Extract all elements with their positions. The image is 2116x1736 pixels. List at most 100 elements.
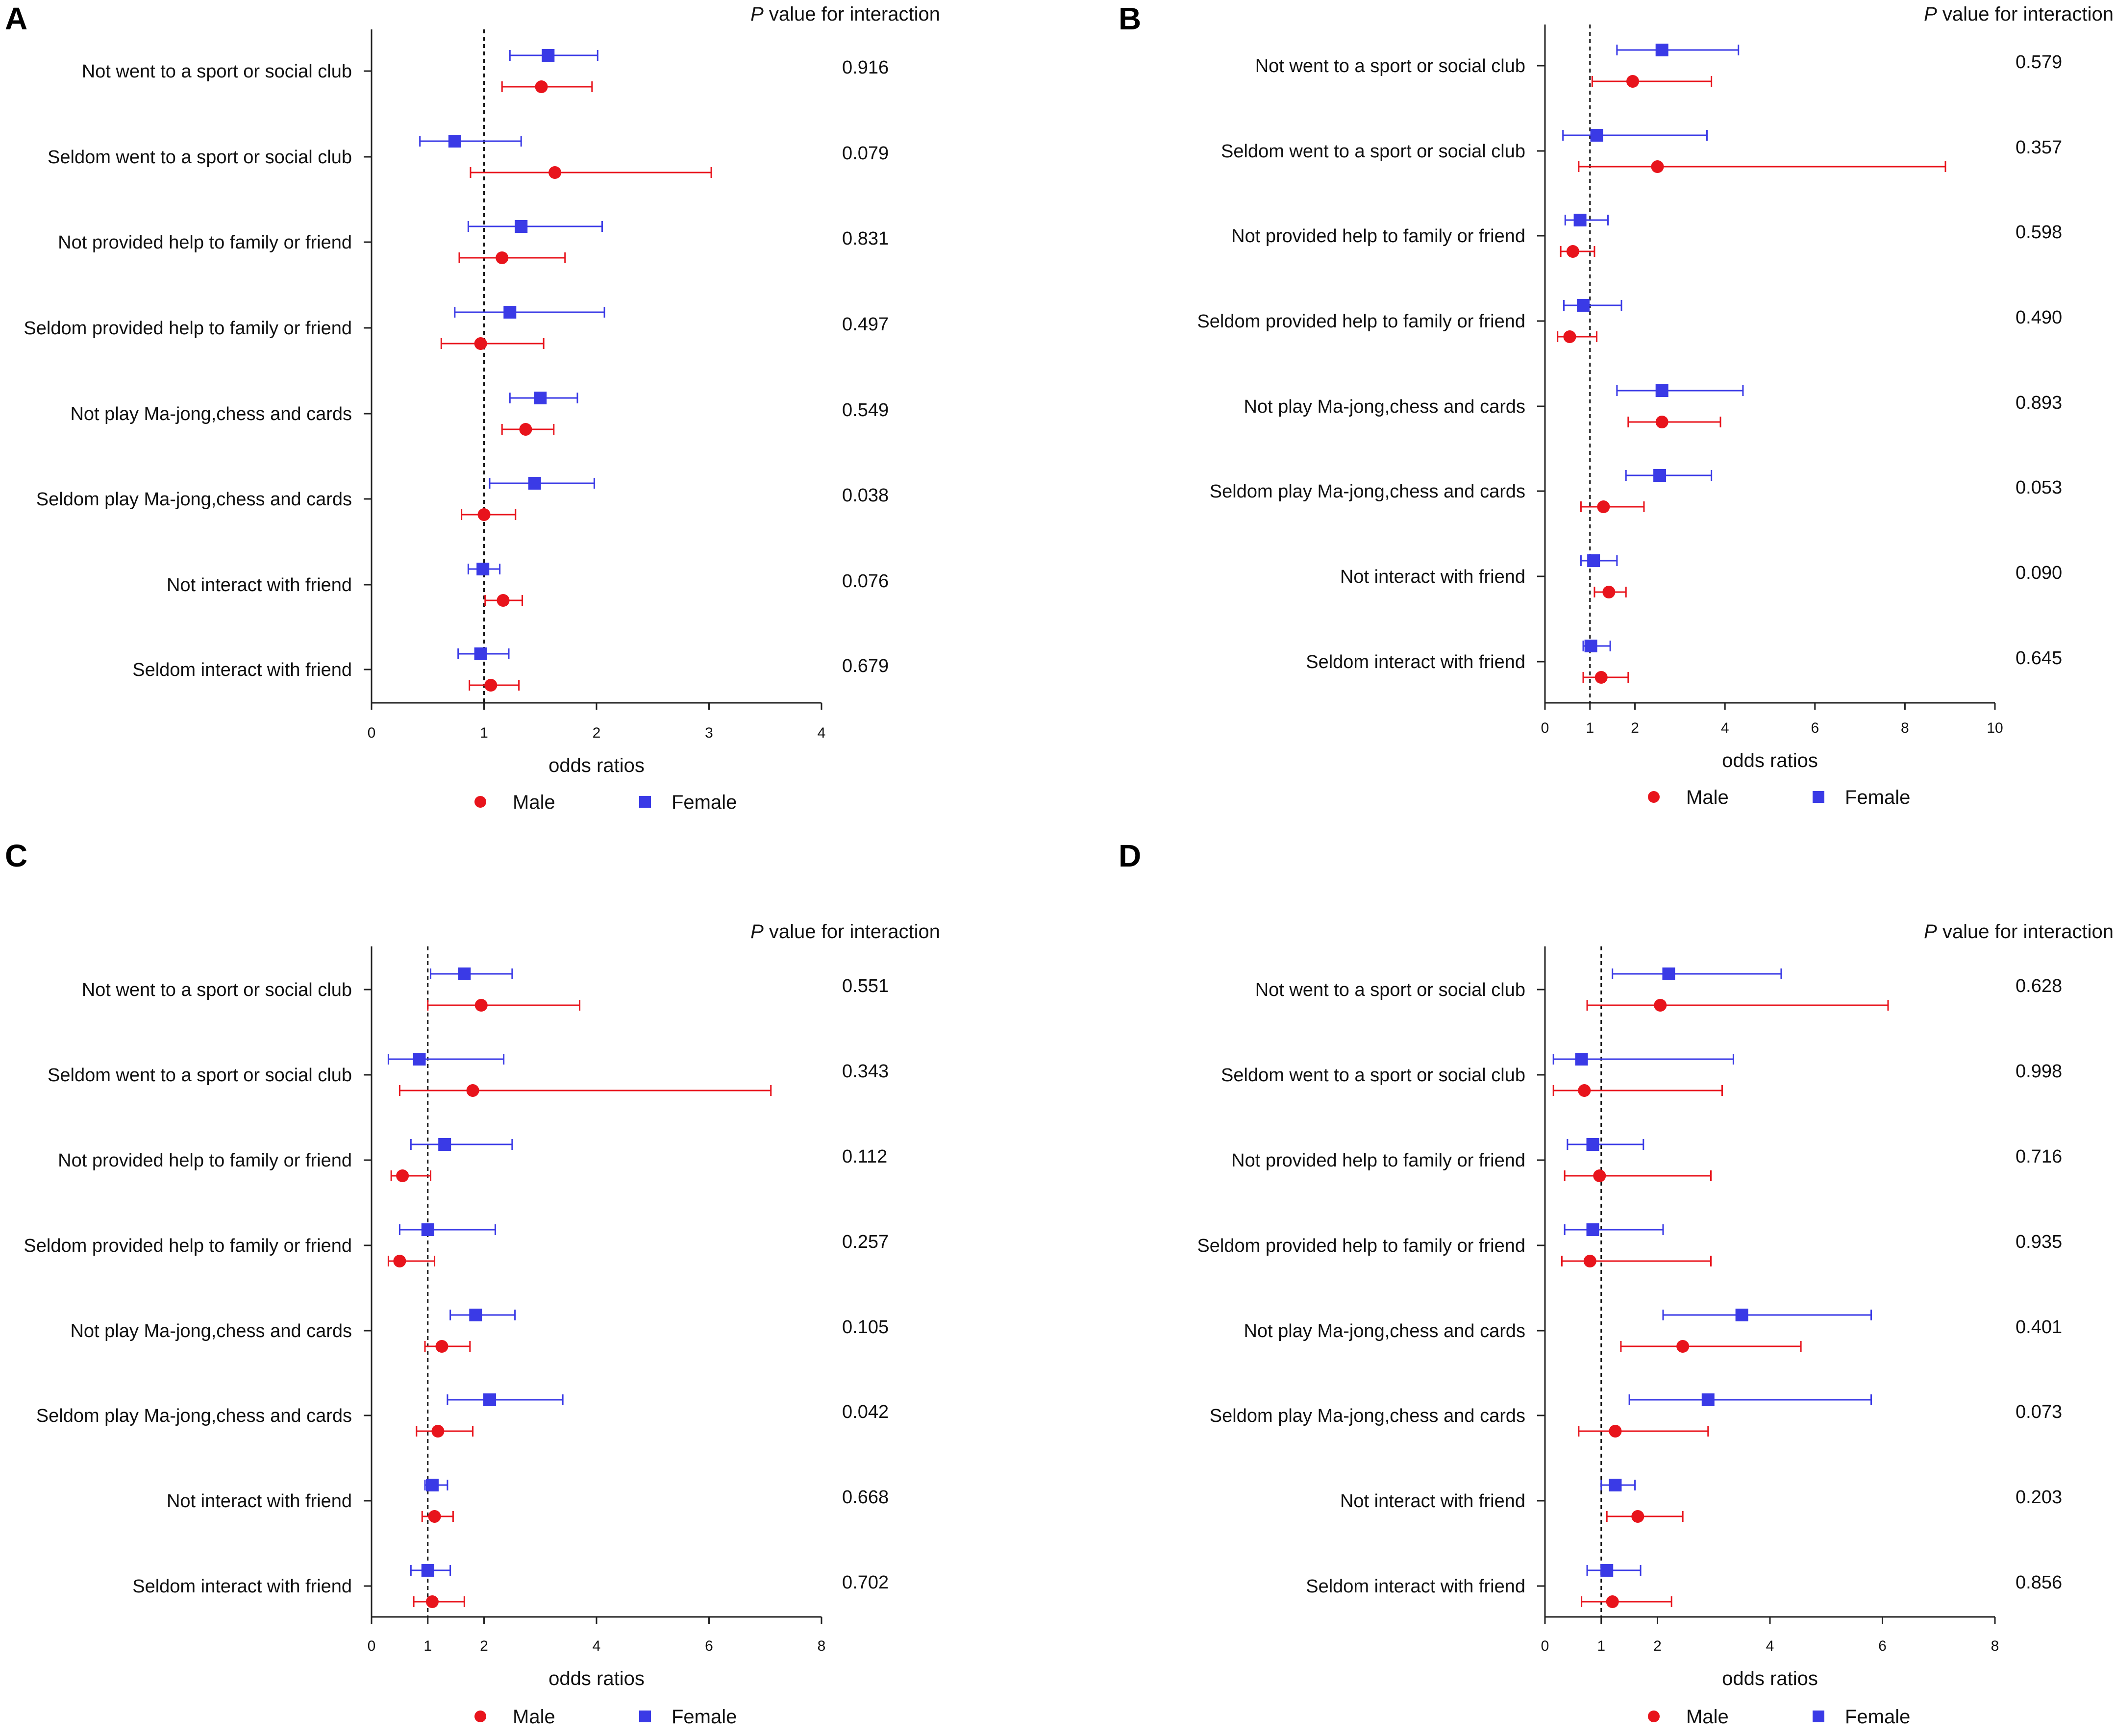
x-tick-label: 6 [1878, 1638, 1887, 1654]
row-label: Not interact with friend [167, 575, 352, 595]
male-marker [425, 1595, 439, 1608]
p-value-title: P value for interaction [750, 921, 940, 942]
p-value: 0.357 [2016, 137, 2062, 158]
female-marker [1653, 469, 1667, 482]
x-tick-label: 4 [1766, 1638, 1774, 1654]
female-marker [421, 1223, 434, 1236]
p-value: 0.401 [2016, 1317, 2062, 1338]
male-marker [519, 423, 532, 436]
x-tick-label: 2 [480, 1638, 488, 1654]
legend-female-marker [1813, 791, 1824, 803]
p-value-title-p: P [1924, 921, 1937, 942]
x-axis-label: odds ratios [548, 755, 645, 776]
x-tick-label: 4 [593, 1638, 601, 1654]
p-value-title-p: P [1924, 3, 1937, 25]
panel-c: C P value for interaction 0 1 2 4 6 8 odds ratio… [5, 838, 940, 1728]
row-label: Seldom interact with friend [1306, 1576, 1525, 1597]
x-tick-label: 8 [1991, 1638, 1999, 1654]
row-label: Not went to a sport or social club [1255, 980, 1525, 1000]
row-label: Not provided help to family or friend [58, 232, 352, 253]
row-label: Not play Ma-jong,chess and cards [70, 1321, 352, 1341]
row-label: Not interact with friend [167, 1491, 352, 1512]
panel-letter: A [5, 1, 27, 36]
p-value: 0.549 [842, 400, 889, 421]
legend: Male Female [474, 1706, 737, 1728]
male-marker [1631, 1510, 1644, 1523]
x-tick-label: 8 [1901, 720, 1909, 736]
p-value: 0.038 [842, 485, 889, 506]
x-tick-label: 0 [368, 725, 376, 741]
p-value: 0.916 [842, 57, 889, 78]
p-value: 0.893 [2016, 393, 2062, 413]
male-marker [1594, 671, 1608, 684]
male-marker [484, 679, 498, 692]
row-label: Seldom play Ma-jong,chess and cards [1210, 481, 1525, 502]
x-tick-label: 0 [1541, 1638, 1549, 1654]
p-value: 0.716 [2016, 1146, 2062, 1167]
x-tick-label: 4 [1721, 720, 1729, 736]
male-marker [474, 337, 487, 350]
p-value: 0.079 [842, 143, 889, 164]
x-tick-label: 0 [1541, 720, 1549, 736]
row-label: Not provided help to family or friend [1231, 1150, 1525, 1171]
p-value-title-rest: value for interaction [1937, 921, 2114, 942]
male-marker [428, 1510, 441, 1523]
row-label: Not went to a sport or social club [82, 61, 352, 82]
x-tick-label: 2 [593, 725, 601, 741]
x-tick-label: 6 [705, 1638, 713, 1654]
female-marker [1590, 129, 1603, 142]
female-marker [1735, 1309, 1748, 1321]
female-marker [1655, 384, 1668, 397]
male-marker [477, 508, 491, 521]
male-marker [1676, 1340, 1690, 1353]
male-marker [431, 1425, 445, 1438]
x-tick-label: 4 [818, 725, 826, 741]
legend: Male Female [1648, 787, 1910, 808]
female-marker [1600, 1564, 1614, 1577]
row-label: Not play Ma-jong,chess and cards [70, 404, 352, 424]
female-marker [421, 1564, 434, 1577]
female-marker [542, 49, 555, 62]
female-marker [503, 306, 517, 319]
p-value: 0.579 [2016, 52, 2062, 73]
female-marker [1609, 1479, 1622, 1491]
row-label: Not provided help to family or friend [58, 1150, 352, 1171]
p-value: 0.490 [2016, 307, 2062, 328]
row-label: Seldom interact with friend [132, 1576, 352, 1597]
panel-letter: D [1119, 838, 1141, 873]
male-marker [1578, 1084, 1591, 1097]
row-label: Not went to a sport or social club [82, 980, 352, 1000]
legend-female-label: Female [672, 792, 737, 813]
x-tick-label: 2 [1631, 720, 1639, 736]
legend-male-marker [474, 1711, 486, 1722]
x-tick-label: 8 [818, 1638, 826, 1654]
male-marker [1609, 1425, 1622, 1438]
row-label: Seldom interact with friend [1306, 652, 1525, 672]
legend-male-label: Male [1686, 787, 1729, 808]
row-label: Seldom play Ma-jong,chess and cards [1210, 1406, 1525, 1426]
legend-male-label: Male [513, 1706, 555, 1728]
female-marker [1575, 1053, 1588, 1066]
p-value-title: P value for interaction [750, 3, 940, 25]
p-value: 0.702 [842, 1572, 889, 1593]
legend-female-label: Female [1845, 1706, 1910, 1728]
female-marker [1701, 1393, 1715, 1406]
legend-male-label: Male [513, 792, 555, 813]
p-value: 0.076 [842, 571, 889, 592]
x-axis-label: odds ratios [1722, 1668, 1818, 1689]
male-marker [474, 999, 488, 1012]
row-label: Seldom went to a sport or social club [1221, 141, 1525, 162]
male-marker [435, 1340, 448, 1353]
row-label: Seldom went to a sport or social club [48, 1065, 352, 1086]
row-label: Not play Ma-jong,chess and cards [1244, 1321, 1525, 1341]
female-marker [1655, 44, 1668, 56]
legend-female-marker [639, 1711, 651, 1722]
p-value: 0.053 [2016, 477, 2062, 498]
p-value: 0.042 [842, 1402, 889, 1422]
row-label: Seldom play Ma-jong,chess and cards [36, 489, 352, 510]
panel-a: A P value for interaction 0 1 2 3 4 odds ratios… [5, 1, 940, 813]
p-value-title-p: P [750, 921, 764, 942]
male-marker [548, 166, 562, 179]
male-marker [1583, 1255, 1596, 1267]
male-marker [396, 1169, 409, 1182]
